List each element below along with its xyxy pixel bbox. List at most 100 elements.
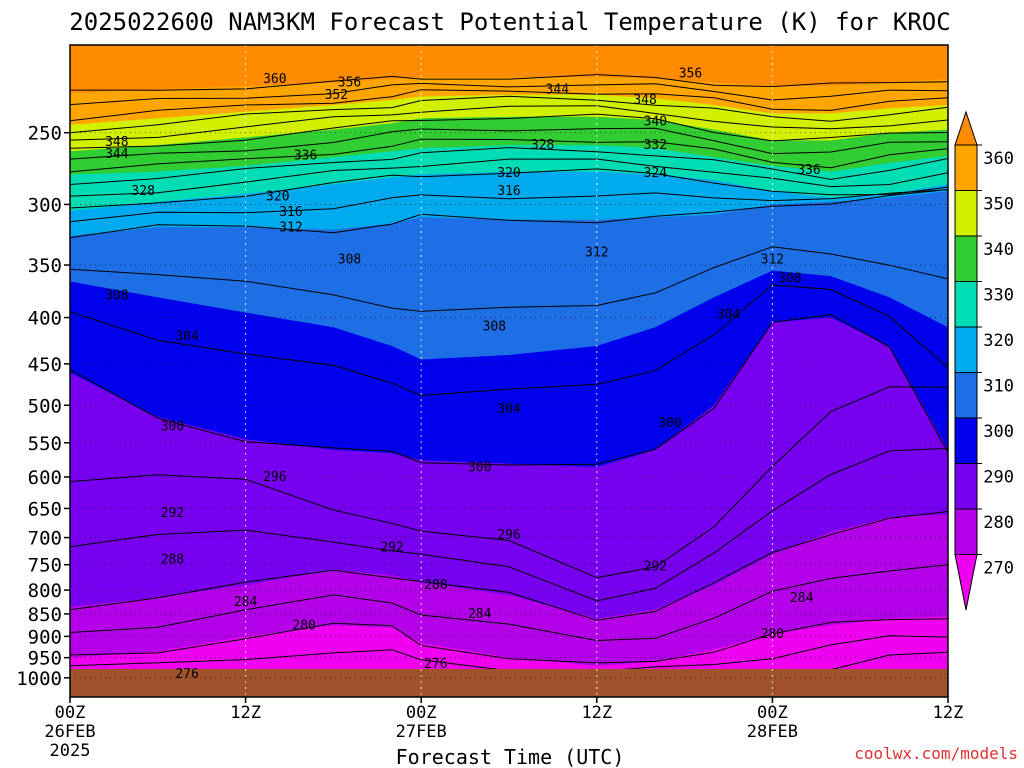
contour-316 [70, 189, 948, 223]
colorbar-arrow-bottom [954, 554, 978, 611]
colorbar: 360 350 340 330 320 310 300 290 280 270 [954, 110, 1014, 611]
band-360 [70, 45, 948, 94]
contour-336 [70, 127, 948, 160]
contour-332 [70, 138, 948, 173]
contour-288 [70, 511, 948, 621]
contour-label: 304 [717, 308, 741, 323]
contour-label: 308 [483, 319, 506, 334]
contour-312 [70, 189, 948, 239]
contour-label: 348 [105, 135, 128, 150]
y-tick-label: 800 [28, 580, 62, 602]
colorbar-segment [954, 281, 978, 328]
contour-308 [70, 246, 948, 312]
y-tick-label: 600 [28, 467, 62, 489]
y-axis: 2503003504004505005506006507007508008509… [16, 123, 70, 690]
contour-328 [70, 147, 948, 185]
y-tick-label: 450 [28, 354, 62, 376]
contour-label: 288 [424, 578, 447, 593]
colorbar-label: 340 [983, 240, 1014, 260]
colorbar-segment [954, 417, 978, 464]
contour-label: 296 [263, 470, 286, 485]
contour-label: 344 [105, 147, 129, 162]
x-tick-label: 12Z [581, 703, 612, 723]
colorbar-segment [954, 144, 978, 191]
contour-label: 304 [175, 330, 199, 345]
y-tick-label: 400 [28, 308, 62, 330]
contour-label: 316 [279, 205, 302, 220]
contour-label: 308 [338, 252, 361, 267]
y-tick-label: 300 [28, 194, 62, 216]
colorbar-segment [954, 508, 978, 555]
y-tick-label: 950 [28, 648, 62, 670]
contour-label: 328 [531, 138, 554, 153]
colorbar-segment [954, 463, 978, 510]
x-tick-label: 28FEB [747, 722, 798, 742]
contour-356 [70, 82, 948, 106]
contour-label: 348 [633, 93, 656, 108]
y-tick-label: 1000 [16, 668, 62, 690]
contour-label: 316 [497, 184, 520, 199]
contour-label: 312 [761, 252, 784, 267]
contour-label: 280 [761, 627, 784, 642]
colorbar-label: 310 [983, 377, 1014, 397]
y-tick-label: 250 [28, 123, 62, 145]
contour-label: 340 [644, 115, 667, 130]
contour-320 [70, 168, 948, 209]
ground-below-surface [70, 669, 948, 697]
contour-label: 328 [131, 184, 154, 199]
contour-284 [70, 564, 948, 642]
contour-label: 284 [790, 591, 814, 606]
contour-label: 332 [644, 138, 667, 153]
plot-border [69, 44, 949, 698]
contour-label: 300 [161, 420, 184, 435]
y-tick-label: 850 [28, 604, 62, 626]
contour-label: 308 [778, 271, 801, 286]
x-tick-label: 2025 [50, 741, 91, 761]
x-tick-label: 27FEB [396, 722, 447, 742]
contour-348 [70, 95, 948, 134]
contour-label: 284 [468, 607, 492, 622]
contour-label: 360 [263, 72, 286, 87]
contour-label: 300 [468, 461, 491, 476]
colorbar-label: 360 [983, 149, 1014, 169]
gridlines [70, 45, 948, 697]
colorbar-arrow-top [954, 110, 978, 146]
x-tick-label: 00Z [55, 703, 86, 723]
contour-label: 300 [658, 416, 681, 431]
contour-label: 280 [292, 618, 315, 633]
colorbar-label: 350 [983, 195, 1014, 215]
colorbar-label: 290 [983, 468, 1014, 488]
colorbar-label: 270 [983, 559, 1014, 579]
colorbar-segment [954, 326, 978, 373]
colorbar-segment [954, 235, 978, 282]
colorbar-segment [954, 372, 978, 419]
color-bands [70, 45, 948, 697]
colorbar-label: 280 [983, 513, 1014, 533]
contour-label: 336 [797, 163, 820, 178]
x-tick-label: 26FEB [44, 722, 95, 742]
x-tick-label: 00Z [757, 703, 788, 723]
contour-label: 320 [266, 189, 289, 204]
contour-label: 356 [338, 75, 361, 90]
y-tick-label: 550 [28, 433, 62, 455]
y-tick-label: 500 [28, 395, 62, 417]
contour-324 [70, 158, 948, 197]
credit-text: coolwx.com/models [854, 744, 1018, 763]
y-tick-label: 900 [28, 626, 62, 648]
contour-352 [70, 89, 948, 122]
contour-label: 324 [644, 166, 668, 181]
contour-360 [70, 74, 948, 91]
x-tick-label: 12Z [230, 703, 261, 723]
contour-label: 336 [294, 149, 317, 164]
contour-label: 292 [380, 541, 403, 556]
contour-296 [70, 386, 948, 579]
contour-label: 276 [424, 657, 447, 672]
contour-292 [70, 447, 948, 602]
contour-304 [70, 284, 948, 397]
colorbar-label: 300 [983, 422, 1014, 442]
y-tick-label: 350 [28, 255, 62, 277]
contour-label: 312 [279, 220, 302, 235]
